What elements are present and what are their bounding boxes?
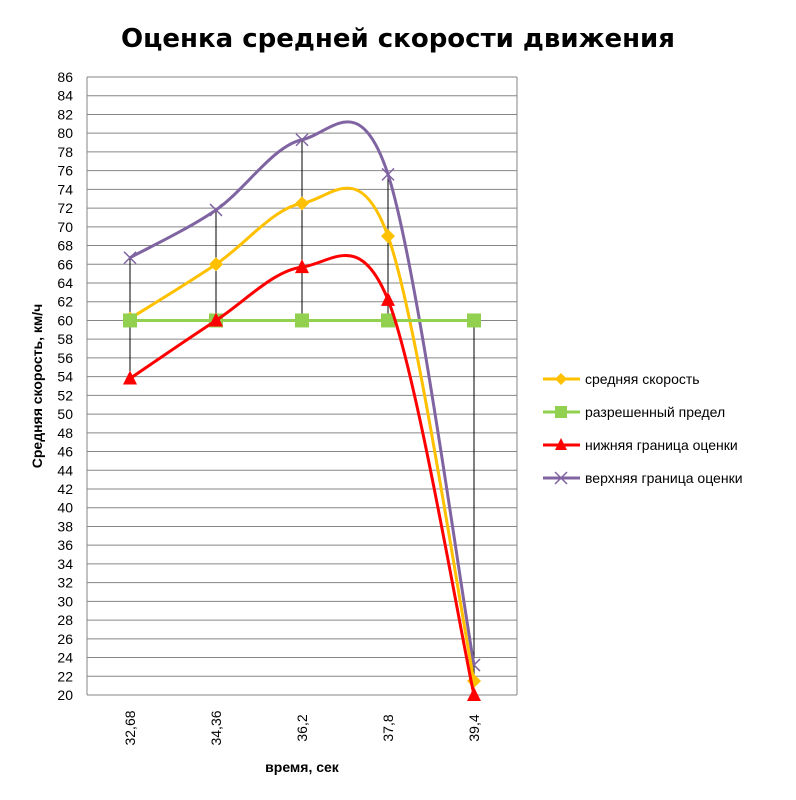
data-point-marker [555,406,567,418]
y-axis-label: Средняя скорость, км/ч [29,304,45,469]
y-tick-label: 34 [57,556,73,572]
y-tick-label: 84 [57,88,73,104]
y-tick-label: 24 [57,650,73,666]
y-tick-label: 22 [57,668,73,684]
y-tick-label: 40 [57,500,73,516]
data-point-marker [554,471,568,485]
y-tick-label: 66 [57,256,73,272]
data-point-marker [123,251,137,265]
legend-item: нижняя граница оценки [543,437,738,453]
data-point-marker [381,291,395,306]
data-point-marker [381,167,395,181]
data-point-marker [295,133,309,147]
data-point-marker [209,312,223,327]
legend-item: средняя скорость [543,371,700,387]
error-bars [129,139,475,695]
legend-item: разрешенный предел [543,404,725,420]
series-3 [123,120,481,672]
y-tick-label: 78 [57,144,73,160]
y-tick-label: 80 [57,125,73,141]
y-tick-label: 86 [57,69,73,85]
data-point-marker [467,687,481,701]
y-tick-label: 62 [57,294,73,310]
y-tick-label: 54 [57,369,73,385]
marker-stroke [381,167,395,181]
legend-item: верхняя граница оценки [543,470,743,486]
y-tick-label: 50 [57,406,73,422]
x-tick-label: 36,2 [294,714,310,741]
y-tick-label: 52 [57,387,73,403]
y-tick-label: 56 [57,350,73,366]
data-point-marker [295,313,309,328]
marker-stroke [295,133,309,147]
data-point-marker [381,313,395,328]
legend-label: верхняя граница оценки [585,470,743,486]
y-tick-label: 42 [57,481,73,497]
y-tick-label: 72 [57,200,73,216]
legend-label: средняя скорость [585,371,700,387]
y-tick-label: 30 [57,593,73,609]
y-tick-label: 68 [57,238,73,254]
y-tick-label: 32 [57,575,73,591]
y-tick-label: 26 [57,631,73,647]
watermark: budgerigar для forum.onliner.by [588,769,774,783]
y-tick-label: 20 [57,687,73,703]
data-point-marker [123,313,137,328]
series-line [129,254,476,696]
x-tick-label: 34,36 [208,710,224,745]
y-tick-label: 64 [57,275,73,291]
data-point-marker [295,196,309,211]
x-tick-label: 32,68 [122,710,138,745]
y-tick-label: 58 [57,331,73,347]
y-tick-label: 36 [57,537,73,553]
data-point-marker [555,438,567,450]
data-point-marker [467,313,481,328]
y-tick-label: 28 [57,612,73,628]
y-tick-label: 48 [57,425,73,441]
y-tick-label: 46 [57,444,73,460]
marker-stroke [123,251,137,265]
x-axis: 32,68 34,36 36,2 37,8 39,4 [122,710,482,745]
data-point-marker [555,373,567,385]
data-point-marker [209,257,223,272]
y-tick-label: 82 [57,106,73,122]
y-axis: 20 22 24 26 28 30 32 34 36 38 40 42 44 46 48 50 52 54 56 58… [57,69,73,703]
y-tick-label: 44 [57,462,73,478]
y-tick-label: 60 [57,312,73,328]
legend-label: разрешенный предел [585,404,725,420]
series-1 [123,313,481,328]
x-tick-label: 39,4 [466,714,482,741]
y-tick-label: 74 [57,181,73,197]
legend: средняя скорость разрешенный предел нижняя… [543,371,743,486]
x-axis-label: время, сек [265,759,340,775]
marker-stroke [554,471,568,485]
data-point-marker [209,203,223,217]
marker-stroke [209,203,223,217]
series-2 [123,254,481,701]
chart-title: Оценка средней скорости движения [121,24,675,54]
y-tick-label: 76 [57,163,73,179]
data-point-marker [123,370,137,385]
data-point-marker [295,259,309,274]
data-point-marker [381,229,395,244]
series-group [123,120,481,701]
y-tick-label: 38 [57,518,73,534]
series-line [129,186,476,682]
legend-label: нижняя граница оценки [585,437,738,453]
x-tick-label: 37,8 [380,714,396,741]
y-tick-label: 70 [57,219,73,235]
